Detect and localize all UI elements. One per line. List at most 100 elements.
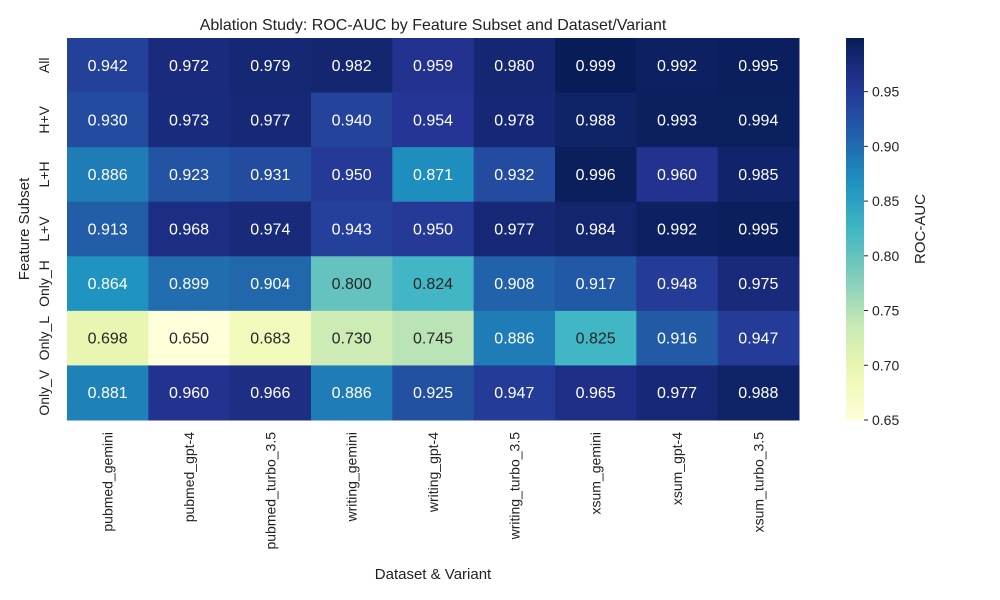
heatmap-cell — [148, 365, 231, 421]
cell-value-label: 0.916 — [657, 331, 697, 348]
chart-title: Ablation Study: ROC-AUC by Feature Subse… — [200, 17, 667, 34]
heatmap-cell — [229, 256, 312, 312]
heatmap-cell — [473, 92, 556, 148]
heatmap-cell — [636, 92, 719, 148]
heatmap-cell — [717, 201, 800, 257]
heatmap-cell — [392, 147, 475, 203]
heatmap-cell — [555, 310, 637, 366]
colorbar-tick-label: 0.80 — [872, 248, 899, 264]
heatmap-cell — [229, 92, 312, 148]
heatmap-cell — [148, 147, 231, 203]
heatmap-cell — [229, 38, 312, 94]
heatmap-cell — [392, 38, 475, 94]
heatmap-cell — [555, 201, 637, 257]
cell-value-label: 0.999 — [576, 58, 616, 75]
colorbar-label: ROC-AUC — [912, 194, 929, 264]
cell-value-label: 0.825 — [576, 331, 616, 348]
y-tick-label: H+V — [36, 105, 52, 133]
y-axis-label: Feature Subset — [16, 177, 33, 280]
cell-value-label: 0.982 — [332, 58, 372, 75]
heatmap-cell — [311, 365, 393, 421]
heatmap-cell — [473, 256, 556, 312]
x-tick-label: writing_gemini — [344, 432, 360, 522]
cell-value-label: 0.904 — [250, 276, 290, 293]
cell-value-label: 0.972 — [169, 58, 209, 75]
colorbar-tick-label: 0.90 — [872, 138, 899, 154]
y-tick-label: L+V — [36, 216, 52, 242]
heatmap-cell — [555, 147, 637, 203]
heatmap-cell — [636, 201, 719, 257]
cell-value-label: 0.947 — [494, 385, 534, 402]
cell-value-label: 0.947 — [738, 331, 778, 348]
heatmap-cell — [717, 365, 800, 421]
cell-value-label: 0.960 — [169, 385, 209, 402]
cell-value-label: 0.966 — [250, 385, 290, 402]
cell-value-label: 0.996 — [576, 167, 616, 184]
cell-value-label: 0.943 — [332, 222, 372, 239]
heatmap-cell — [67, 201, 149, 257]
heatmap-cell — [717, 147, 800, 203]
heatmap-cell — [555, 38, 637, 94]
cell-value-label: 0.950 — [413, 222, 453, 239]
cell-value-label: 0.954 — [413, 112, 453, 129]
colorbar-ticks: 0.65 0.70 0.75 0.80 0.85 0.90 0.95 — [864, 84, 899, 428]
heatmap-cell — [67, 147, 149, 203]
cell-value-label: 0.881 — [88, 385, 128, 402]
colorbar-tick-label: 0.65 — [872, 412, 899, 428]
y-tick-label: L+H — [36, 161, 52, 187]
cell-value-label: 0.745 — [413, 331, 453, 348]
heatmap-cell — [717, 256, 800, 312]
heatmap-cell — [148, 310, 231, 366]
heatmap-cell — [555, 365, 637, 421]
cell-value-label: 0.871 — [413, 167, 453, 184]
heatmap-cell — [392, 365, 475, 421]
cell-value-label: 0.992 — [657, 58, 697, 75]
heatmap-cell — [148, 92, 231, 148]
heatmap-cell — [636, 310, 719, 366]
cell-value-label: 0.993 — [657, 112, 697, 129]
heatmap-cell — [473, 147, 556, 203]
x-tick-label: writing_gpt-4 — [425, 432, 441, 513]
cell-value-label: 0.698 — [88, 331, 128, 348]
cell-value-label: 0.988 — [738, 385, 778, 402]
cell-value-label: 0.683 — [250, 331, 290, 348]
cell-value-label: 0.931 — [250, 167, 290, 184]
cell-value-label: 0.886 — [494, 331, 534, 348]
cell-value-label: 0.940 — [332, 112, 372, 129]
heatmap-cell — [717, 92, 800, 148]
colorbar-tick-label: 0.70 — [872, 357, 899, 373]
heatmap-cell — [67, 38, 149, 94]
cell-value-label: 0.886 — [88, 167, 128, 184]
heatmap-cell — [148, 38, 231, 94]
heatmap-cell — [717, 38, 800, 94]
cell-value-label: 0.959 — [413, 58, 453, 75]
cell-value-label: 0.977 — [250, 112, 290, 129]
cell-value-label: 0.960 — [657, 167, 697, 184]
heatmap-cell — [311, 38, 393, 94]
cell-value-label: 0.886 — [332, 385, 372, 402]
cell-value-label: 0.992 — [657, 222, 697, 239]
heatmap-cell — [311, 310, 393, 366]
cell-value-label: 0.930 — [88, 112, 128, 129]
x-tick-label: pubmed_turbo_3.5 — [262, 432, 278, 550]
x-axis-label: Dataset & Variant — [375, 566, 492, 583]
cell-value-label: 0.979 — [250, 58, 290, 75]
cell-value-label: 0.980 — [494, 58, 534, 75]
x-tick-label: writing_turbo_3.5 — [506, 432, 522, 541]
colorbar-tick-label: 0.75 — [872, 303, 899, 319]
colorbar — [846, 38, 864, 420]
x-tick-label: xsum_turbo_3.5 — [750, 432, 766, 533]
cell-value-label: 0.985 — [738, 167, 778, 184]
cell-value-label: 0.968 — [169, 222, 209, 239]
y-tick-label: Only_L — [36, 316, 52, 361]
heatmap-cell — [636, 365, 719, 421]
cell-value-label: 0.913 — [88, 222, 128, 239]
heatmap-cell — [717, 310, 800, 366]
heatmap-cell — [392, 201, 475, 257]
cell-value-label: 0.864 — [88, 276, 128, 293]
heatmap-cell — [67, 256, 149, 312]
heatmap-cell — [67, 365, 149, 421]
cell-value-label: 0.899 — [169, 276, 209, 293]
cell-value-label: 0.984 — [576, 222, 616, 239]
